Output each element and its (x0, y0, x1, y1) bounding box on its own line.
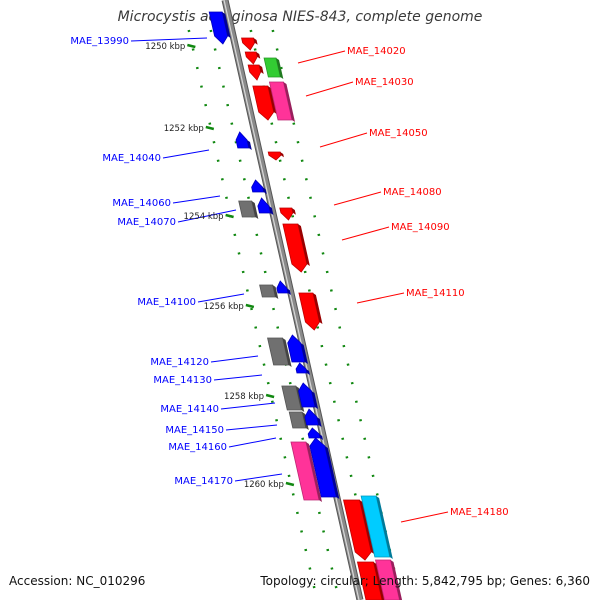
leader-right-2 (319, 132, 368, 148)
genome-summary: Topology: circular; Length: 5,842,795 bp… (260, 574, 590, 588)
label-MAE_14040: MAE_14040 (102, 153, 161, 164)
backbone-line (222, 0, 363, 600)
gene-MAE_13990 (208, 11, 231, 45)
backbone-highlight (223, 0, 360, 600)
gene-MAE_14090 (282, 223, 310, 273)
label-MAE_14030: MAE_14030 (355, 77, 414, 88)
label-MAE_14100: MAE_14100 (137, 297, 196, 308)
label-MAE_14180: MAE_14180 (450, 507, 509, 518)
label-MAE_14170: MAE_14170 (174, 476, 233, 487)
tick-label-3: 1256 kbp (204, 302, 244, 312)
label-MAE_14070: MAE_14070 (117, 217, 176, 228)
label-MAE_13990: MAE_13990 (70, 36, 129, 47)
tick-label-0: 1250 kbp (145, 42, 185, 52)
tick-mark-4 (265, 393, 275, 399)
gene-MAE_14060 (251, 179, 267, 194)
leader-left-3 (177, 209, 237, 223)
tick-label-5: 1260 kbp (244, 480, 284, 490)
gene-grey-2 (259, 284, 279, 299)
gene-MAE_14020b (244, 51, 261, 65)
gene-pink-bottom (375, 559, 403, 600)
leader-left-2 (172, 195, 221, 204)
tick-label-4: 1258 kbp (224, 392, 264, 402)
label-MAE_14120: MAE_14120 (150, 357, 209, 368)
leader-right-6 (400, 511, 449, 523)
leader-right-1 (305, 81, 354, 97)
gene-grey-3 (267, 337, 292, 367)
gene-MAE_14030 (252, 85, 277, 121)
gene-MAE_14030b (268, 81, 295, 122)
accession-label: Accession: NC_010296 (9, 574, 146, 588)
genome-backbone (221, 0, 364, 600)
gene-cyan (360, 495, 393, 559)
gene-MAE_14020 (241, 37, 258, 51)
label-MAE_14150: MAE_14150 (165, 425, 224, 436)
gene-MAE_14070 (257, 197, 274, 215)
leader-left-8 (225, 424, 278, 431)
label-MAE_14130: MAE_14130 (153, 375, 212, 386)
label-MAE_14050: MAE_14050 (369, 128, 428, 139)
tick-mark-1 (205, 125, 215, 131)
map-title: Microcystis aeruginosa NIES-843, complet… (117, 9, 483, 25)
gene-MAE_14150 (304, 408, 322, 427)
leader-left-9 (228, 437, 277, 448)
gene-MAE_14080 (279, 207, 296, 221)
tick-mark-2 (225, 213, 234, 219)
gene-labels: MAE_13990 MAE_14040 MAE_14060 MAE_14070 MAE_… (70, 36, 508, 518)
tick-mark-3 (245, 303, 255, 309)
tick-mark-5 (285, 481, 295, 487)
gene-MAE_14140 (298, 382, 319, 409)
leader-left-0 (130, 37, 208, 42)
gene-MAE_14160 (307, 427, 324, 440)
leader-left-7 (220, 402, 276, 410)
gene-MAE_14180 (342, 499, 375, 561)
gene-features (208, 11, 403, 600)
gene-red-bottom (356, 561, 385, 600)
leader-right-4 (341, 226, 390, 241)
gene-MAE_14130 (295, 362, 310, 375)
leader-left-6 (213, 374, 263, 381)
tick-mark-0 (187, 43, 196, 49)
gene-MAE_14120 (287, 334, 308, 364)
tick-label-1: 1252 kbp (164, 124, 204, 134)
leader-right-5 (356, 292, 405, 304)
label-MAE_14140: MAE_14140 (160, 404, 219, 415)
gene-MAE_14050 (267, 151, 284, 161)
label-MAE_14090: MAE_14090 (391, 222, 450, 233)
leader-left-4 (197, 293, 245, 303)
gene-MAE_14110 (298, 292, 323, 331)
gene-rna (263, 57, 284, 79)
leader-right-0 (297, 50, 346, 64)
label-MAE_14020: MAE_14020 (347, 46, 406, 57)
tick-label-2: 1254 kbp (184, 212, 224, 222)
gene-MAE_14170 (309, 437, 340, 499)
label-MAE_14110: MAE_14110 (406, 288, 465, 299)
gene-grey-1 (238, 200, 259, 219)
ruler-ticks: 1250 kbp 1252 kbp 1254 kbp 1256 kbp 1258 kbp… (145, 42, 295, 490)
gene-pink-left (290, 441, 322, 502)
gene-MAE_14100 (276, 280, 291, 295)
leader-left-1 (162, 149, 210, 159)
label-MAE_14160: MAE_14160 (168, 442, 227, 453)
leader-left-10 (234, 473, 283, 482)
label-MAE_14080: MAE_14080 (383, 187, 442, 198)
label-MAE_14060: MAE_14060 (112, 198, 171, 209)
gene-red-small (247, 64, 264, 81)
leader-right-3 (333, 191, 382, 206)
leader-lines (130, 37, 449, 523)
gene-MAE_14040 (235, 131, 252, 150)
leader-left-5 (210, 355, 259, 363)
